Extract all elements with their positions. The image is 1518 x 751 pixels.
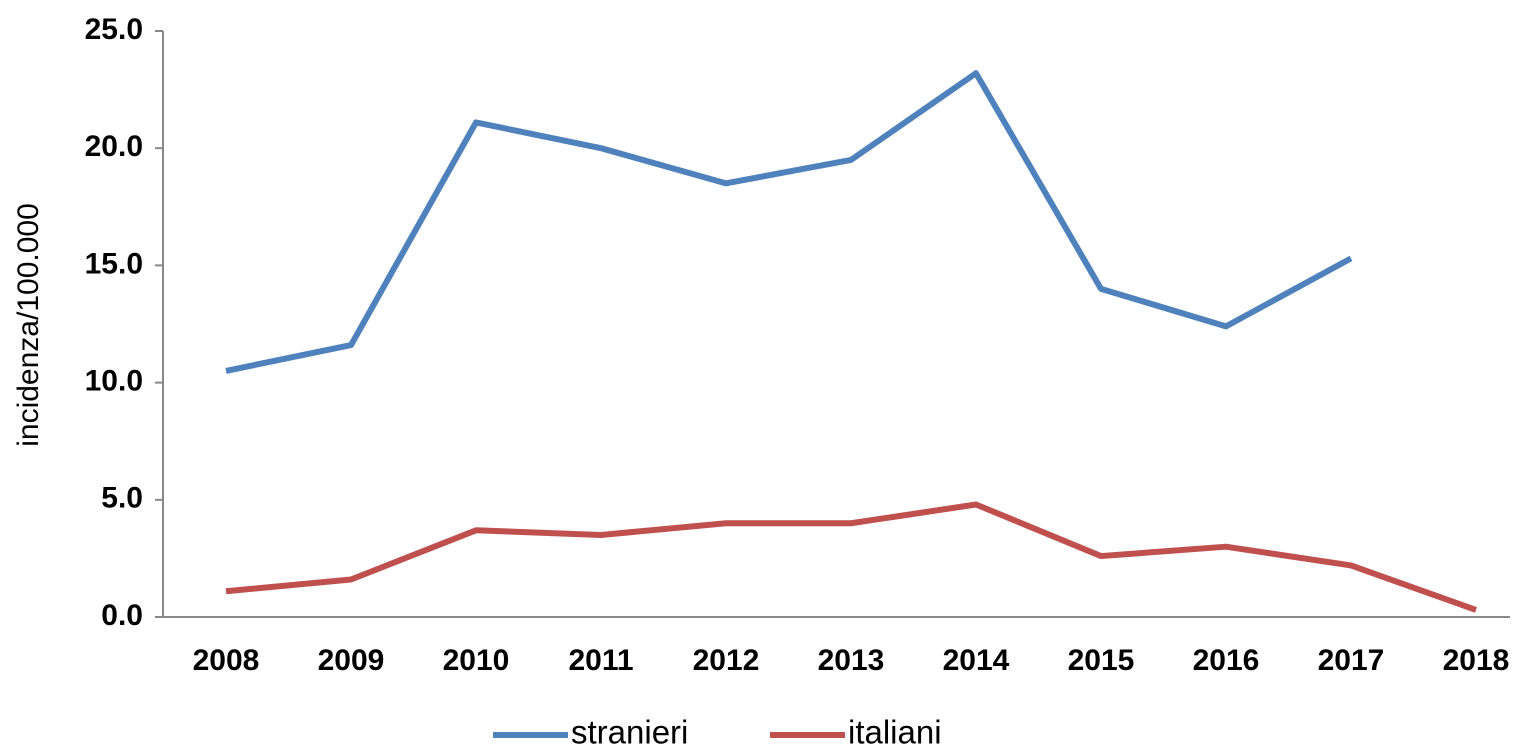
x-tick-label: 2013 bbox=[818, 644, 885, 677]
x-tick-label: 2010 bbox=[443, 644, 510, 677]
x-tick-label: 2014 bbox=[943, 644, 1010, 677]
y-axis-label: incidenza/100.000 bbox=[12, 203, 45, 447]
y-tick-label: 25.0 bbox=[85, 13, 143, 46]
y-tick-label: 10.0 bbox=[85, 365, 143, 398]
x-tick-label: 2011 bbox=[568, 644, 633, 677]
y-tick-label: 20.0 bbox=[85, 130, 143, 163]
x-tick-label: 2016 bbox=[1193, 644, 1260, 677]
series-line bbox=[225, 501, 1478, 613]
series-line bbox=[225, 70, 1353, 374]
y-tick-label: 0.0 bbox=[101, 599, 143, 632]
x-tick-label: 2009 bbox=[318, 644, 385, 677]
x-tick-label: 2017 bbox=[1318, 644, 1385, 677]
x-tick-label: 2015 bbox=[1068, 644, 1135, 677]
y-tick-label: 5.0 bbox=[101, 482, 143, 515]
x-tick-label: 2012 bbox=[693, 644, 760, 677]
x-tick-label: 2008 bbox=[193, 644, 260, 677]
legend-label: italiani bbox=[848, 714, 942, 751]
legend-label: stranieri bbox=[571, 714, 688, 751]
x-tick-label: 2018 bbox=[1443, 644, 1510, 677]
y-tick-label: 15.0 bbox=[85, 247, 143, 280]
